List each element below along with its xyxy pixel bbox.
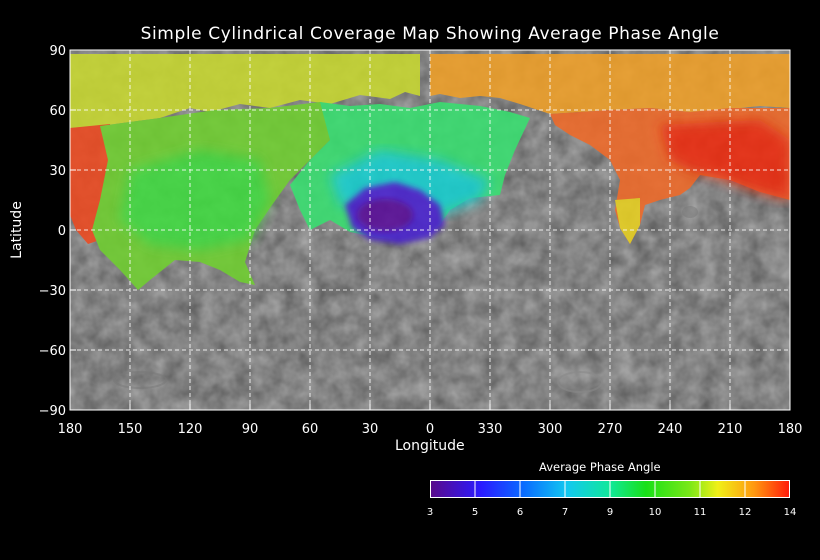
lon-tick-label: 60 <box>302 422 319 437</box>
coverage-east-yellow <box>615 198 640 244</box>
lon-tick-label: 210 <box>718 422 743 437</box>
latitude-tick-labels: 90 60 30 0 −30 −60 −90 <box>39 44 66 419</box>
colorbar-tick-label: 14 <box>783 507 797 518</box>
lon-tick-label: 150 <box>118 422 143 437</box>
axis-ticks <box>69 49 791 411</box>
x-axis-label: Longitude <box>395 438 465 454</box>
lon-tick-label: 270 <box>598 422 623 437</box>
lon-tick-label: 240 <box>658 422 683 437</box>
lon-tick-label: 30 <box>362 422 379 437</box>
colorbar-tick-label: 5 <box>471 507 479 518</box>
lat-tick-label: 30 <box>49 164 66 179</box>
lat-tick-label: −90 <box>39 404 66 419</box>
coverage-west-inner <box>120 150 270 250</box>
lon-tick-label: 300 <box>538 422 563 437</box>
colorbar-tick-label: 10 <box>648 507 662 518</box>
colorbar-title: Average Phase Angle <box>539 460 661 474</box>
colorbar-tick-label: 9 <box>606 507 614 518</box>
longitude-tick-labels: 180 150 120 90 60 30 0 330 300 270 240 210 180 <box>58 422 803 437</box>
colorbar-tick-label: 3 <box>426 507 434 518</box>
coverage-east-red <box>660 120 790 200</box>
y-axis-label: Latitude <box>8 201 25 259</box>
lat-tick-label: −60 <box>39 344 66 359</box>
coverage-north-east <box>430 54 790 114</box>
lon-tick-label: 330 <box>478 422 503 437</box>
colorbar <box>430 480 790 498</box>
lat-tick-label: −30 <box>39 284 66 299</box>
colorbar-tick-label: 12 <box>738 507 752 518</box>
map-grid <box>70 50 790 410</box>
lon-tick-label: 0 <box>426 422 434 437</box>
lon-tick-label: 180 <box>58 422 83 437</box>
lon-tick-label: 90 <box>242 422 259 437</box>
colorbar-tick-label: 7 <box>561 507 569 518</box>
colorbar-tick-label: 11 <box>693 507 707 518</box>
coverage-center-core <box>357 199 413 231</box>
colorbar-tick-label: 6 <box>516 507 524 518</box>
lon-tick-label: 180 <box>778 422 803 437</box>
lat-tick-label: 0 <box>58 224 66 239</box>
lat-tick-label: 90 <box>49 44 66 59</box>
map-title: Simple Cylindrical Coverage Map Showing … <box>140 24 720 44</box>
lon-tick-label: 120 <box>178 422 203 437</box>
lat-tick-label: 60 <box>49 104 66 119</box>
